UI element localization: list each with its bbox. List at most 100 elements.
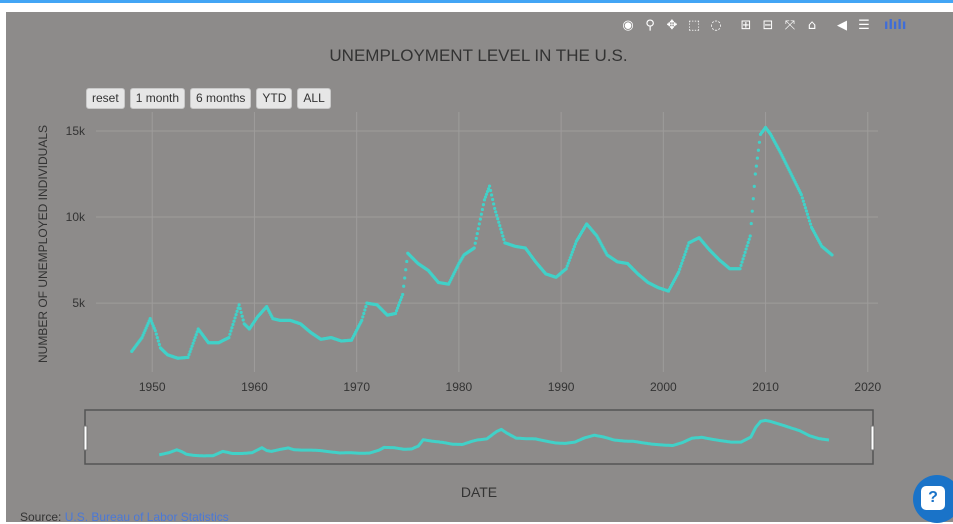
data-point: [401, 292, 405, 297]
data-point: [496, 217, 500, 221]
data-point: [240, 314, 244, 318]
data-point: [473, 241, 477, 245]
data-point: [363, 308, 367, 312]
zoom-out-icon[interactable]: ⊟: [762, 18, 774, 33]
data-point: [472, 246, 476, 250]
data-point: [740, 260, 744, 264]
data-point: [362, 311, 366, 316]
data-point: [571, 247, 575, 252]
data-point: [402, 284, 406, 288]
data-point: [229, 329, 233, 333]
data-point: [227, 335, 231, 340]
data-point: [567, 258, 571, 263]
x-tick-label: 1980: [446, 380, 473, 394]
data-point: [191, 341, 195, 345]
data-point: [478, 217, 482, 221]
data-point: [153, 329, 157, 333]
data-point: [234, 313, 238, 317]
range-button-all[interactable]: ALL: [297, 88, 331, 109]
x-tick-label: 2020: [854, 380, 881, 394]
data-point: [800, 196, 804, 200]
data-point: [396, 303, 401, 307]
data-point: [403, 276, 407, 280]
data-point: [754, 164, 758, 168]
data-point: [805, 212, 810, 216]
source-link[interactable]: U.S. Bureau of Labor Statistics: [64, 510, 229, 524]
y-tick-label: 10k: [66, 210, 86, 224]
data-point: [569, 253, 573, 257]
data-point: [394, 309, 399, 313]
range-button-6-months[interactable]: 6 months: [190, 88, 252, 109]
camera-icon[interactable]: ◉: [622, 18, 634, 33]
data-point: [487, 184, 492, 188]
data-point: [743, 250, 747, 254]
data-point: [741, 257, 745, 261]
chart-title: UNEMPLOYMENT LEVEL IN THE U.S.: [329, 46, 628, 65]
data-point: [237, 303, 241, 307]
x-tick-label: 1990: [548, 380, 575, 394]
y-tick-label: 15k: [66, 124, 86, 138]
data-point: [399, 298, 403, 302]
data-point: [808, 222, 813, 226]
data-point: [498, 224, 502, 228]
data-point: [749, 221, 753, 226]
data-point: [682, 255, 686, 260]
data-point: [678, 267, 682, 271]
data-point: [742, 254, 746, 258]
data-point: [154, 332, 158, 336]
source-label: Source:: [20, 510, 65, 524]
y-axis-title: NUMBER OF UNEMPLOYED INDIVIDUALS: [36, 125, 50, 363]
data-point: [193, 335, 197, 340]
zoom-icon[interactable]: ⚲: [645, 18, 655, 33]
data-point: [501, 234, 505, 238]
x-tick-label: 2000: [650, 380, 677, 394]
help-button[interactable]: ?: [913, 475, 953, 523]
compare-data-icon[interactable]: ☰: [858, 18, 870, 33]
data-point: [565, 264, 569, 268]
data-point: [570, 250, 574, 254]
data-point: [738, 267, 742, 271]
data-point: [751, 197, 755, 201]
top-accent-bar: [0, 0, 953, 3]
spike-lines-icon[interactable]: ◀: [837, 18, 847, 33]
data-point: [360, 318, 364, 322]
data-point: [757, 140, 762, 144]
data-point: [186, 355, 190, 359]
data-point: [228, 332, 232, 336]
data-point: [230, 326, 234, 330]
data-point: [497, 220, 501, 224]
data-point: [239, 310, 243, 315]
data-point: [232, 319, 236, 323]
range-button-1-month[interactable]: 1 month: [129, 88, 186, 109]
data-point: [573, 242, 578, 246]
data-point: [748, 234, 752, 238]
range-button-reset[interactable]: reset: [86, 88, 125, 109]
reset-axes-icon[interactable]: ⌂: [807, 18, 817, 33]
plotly-logo-icon[interactable]: ılılı: [884, 18, 907, 33]
data-point: [364, 304, 368, 309]
data-point: [488, 188, 493, 193]
data-point: [502, 237, 506, 242]
data-point: [484, 192, 489, 196]
data-point: [745, 244, 749, 248]
data-point: [485, 189, 490, 194]
data-point: [499, 227, 503, 231]
pan-icon[interactable]: ✥: [666, 18, 678, 33]
data-point: [475, 231, 479, 236]
zoom-in-icon[interactable]: ⊞: [740, 18, 752, 33]
data-point: [405, 259, 409, 264]
data-point: [477, 222, 481, 226]
lasso-select-icon[interactable]: ◌: [710, 18, 722, 33]
autoscale-icon[interactable]: ⤧: [784, 18, 796, 33]
modebar: ◉ ⚲ ✥ ⬚ ◌ ⊞ ⊟ ⤧ ⌂ ◀ ☰ ılılı: [618, 16, 907, 36]
data-point: [190, 344, 194, 348]
data-point: [804, 209, 809, 213]
range-button-ytd[interactable]: YTD: [256, 88, 293, 109]
range-selector: reset 1 month 6 months YTD ALL: [86, 88, 331, 109]
box-select-icon[interactable]: ⬚: [687, 18, 701, 33]
data-point: [151, 324, 155, 328]
data-point: [747, 237, 751, 241]
data-point: [361, 315, 365, 319]
data-point: [155, 335, 159, 340]
